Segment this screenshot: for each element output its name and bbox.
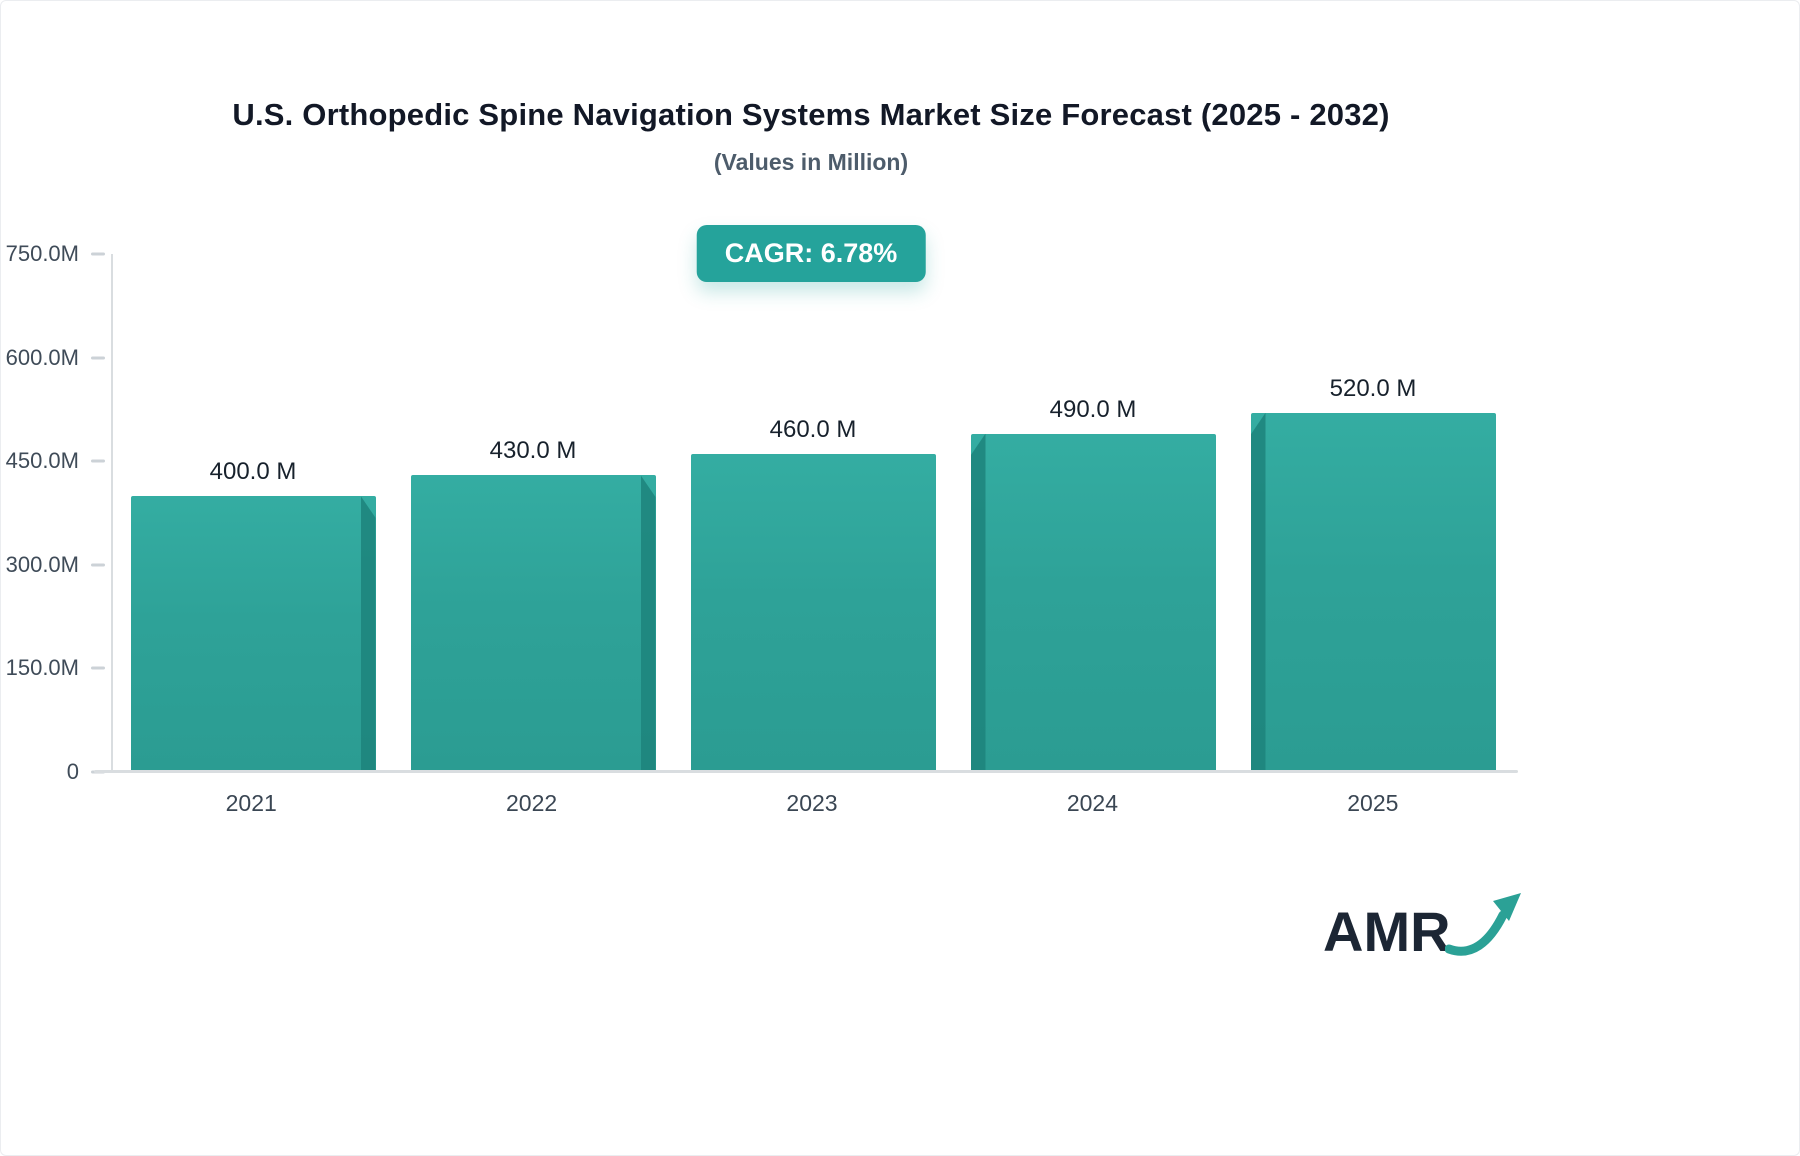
y-axis-tick-label: 150.0M: [5, 655, 79, 681]
bar-group-2025: 520.0 M: [1233, 254, 1513, 772]
cagr-badge: CAGR: 6.78%: [696, 225, 926, 282]
y-axis-tick-label: 0: [66, 759, 79, 784]
y-axis-tick-label: 450.0M: [5, 448, 79, 474]
bar-2022[interactable]: [410, 475, 656, 772]
x-axis-label-2024: 2024: [1066, 790, 1118, 816]
x-axis-label-2022: 2022: [506, 790, 558, 816]
x-axis-label-2025: 2025: [1347, 790, 1399, 816]
x-axis-label-2021: 2021: [225, 790, 277, 816]
bars: 400.0 M 430.0 M 460.0 M 490.0 M 520.0 M: [113, 254, 1513, 772]
chart-subtitle: (Values in Million): [713, 149, 909, 175]
bar-2023[interactable]: [690, 454, 936, 772]
y-axis-tick-label: 600.0M: [5, 344, 79, 370]
y-axis-tick-label: 750.0M: [5, 241, 79, 266]
plot-area: 400.0 M 430.0 M 460.0 M 490.0 M 520.0 M 0 150…: [6, 241, 1513, 784]
y-axis-tick-mark: [91, 666, 105, 670]
bar-value-label: 400.0 M: [209, 457, 297, 485]
y-axis-tick-mark: [91, 563, 105, 567]
growth-arrow-icon: [1445, 893, 1521, 956]
bar-group-2022: 430.0 M: [393, 254, 673, 772]
bar-2024[interactable]: [970, 433, 1216, 772]
y-axis-tick-mark: [91, 356, 105, 360]
y-axis-tick-mark: [91, 459, 105, 463]
bar-value-label: 430.0 M: [489, 437, 577, 465]
bar-2021[interactable]: [130, 495, 376, 772]
y-axis-tick-label: 300.0M: [5, 551, 79, 577]
chart-title: U.S. Orthopedic Spine Navigation Systems…: [232, 97, 1390, 132]
bar-value-label: 490.0 M: [1049, 395, 1137, 423]
x-axis-line: [94, 770, 1518, 773]
bar-group-2021: 400.0 M: [113, 254, 393, 772]
bar-value-label: 520.0 M: [1329, 374, 1417, 402]
x-axis-label-2023: 2023: [786, 790, 838, 816]
bar-value-label: 460.0 M: [769, 416, 857, 444]
bar-group-2023: 460.0 M: [673, 254, 953, 772]
bar-group-2024: 490.0 M: [953, 254, 1233, 772]
x-axis-labels: 2021 2022 2023 2024 2025: [111, 790, 1513, 817]
amr-logo-text: AMR: [1323, 900, 1451, 963]
bar-2025[interactable]: [1250, 412, 1496, 772]
y-axis-tick-mark: [91, 252, 105, 256]
amr-logo: AMR: [1323, 893, 1523, 979]
